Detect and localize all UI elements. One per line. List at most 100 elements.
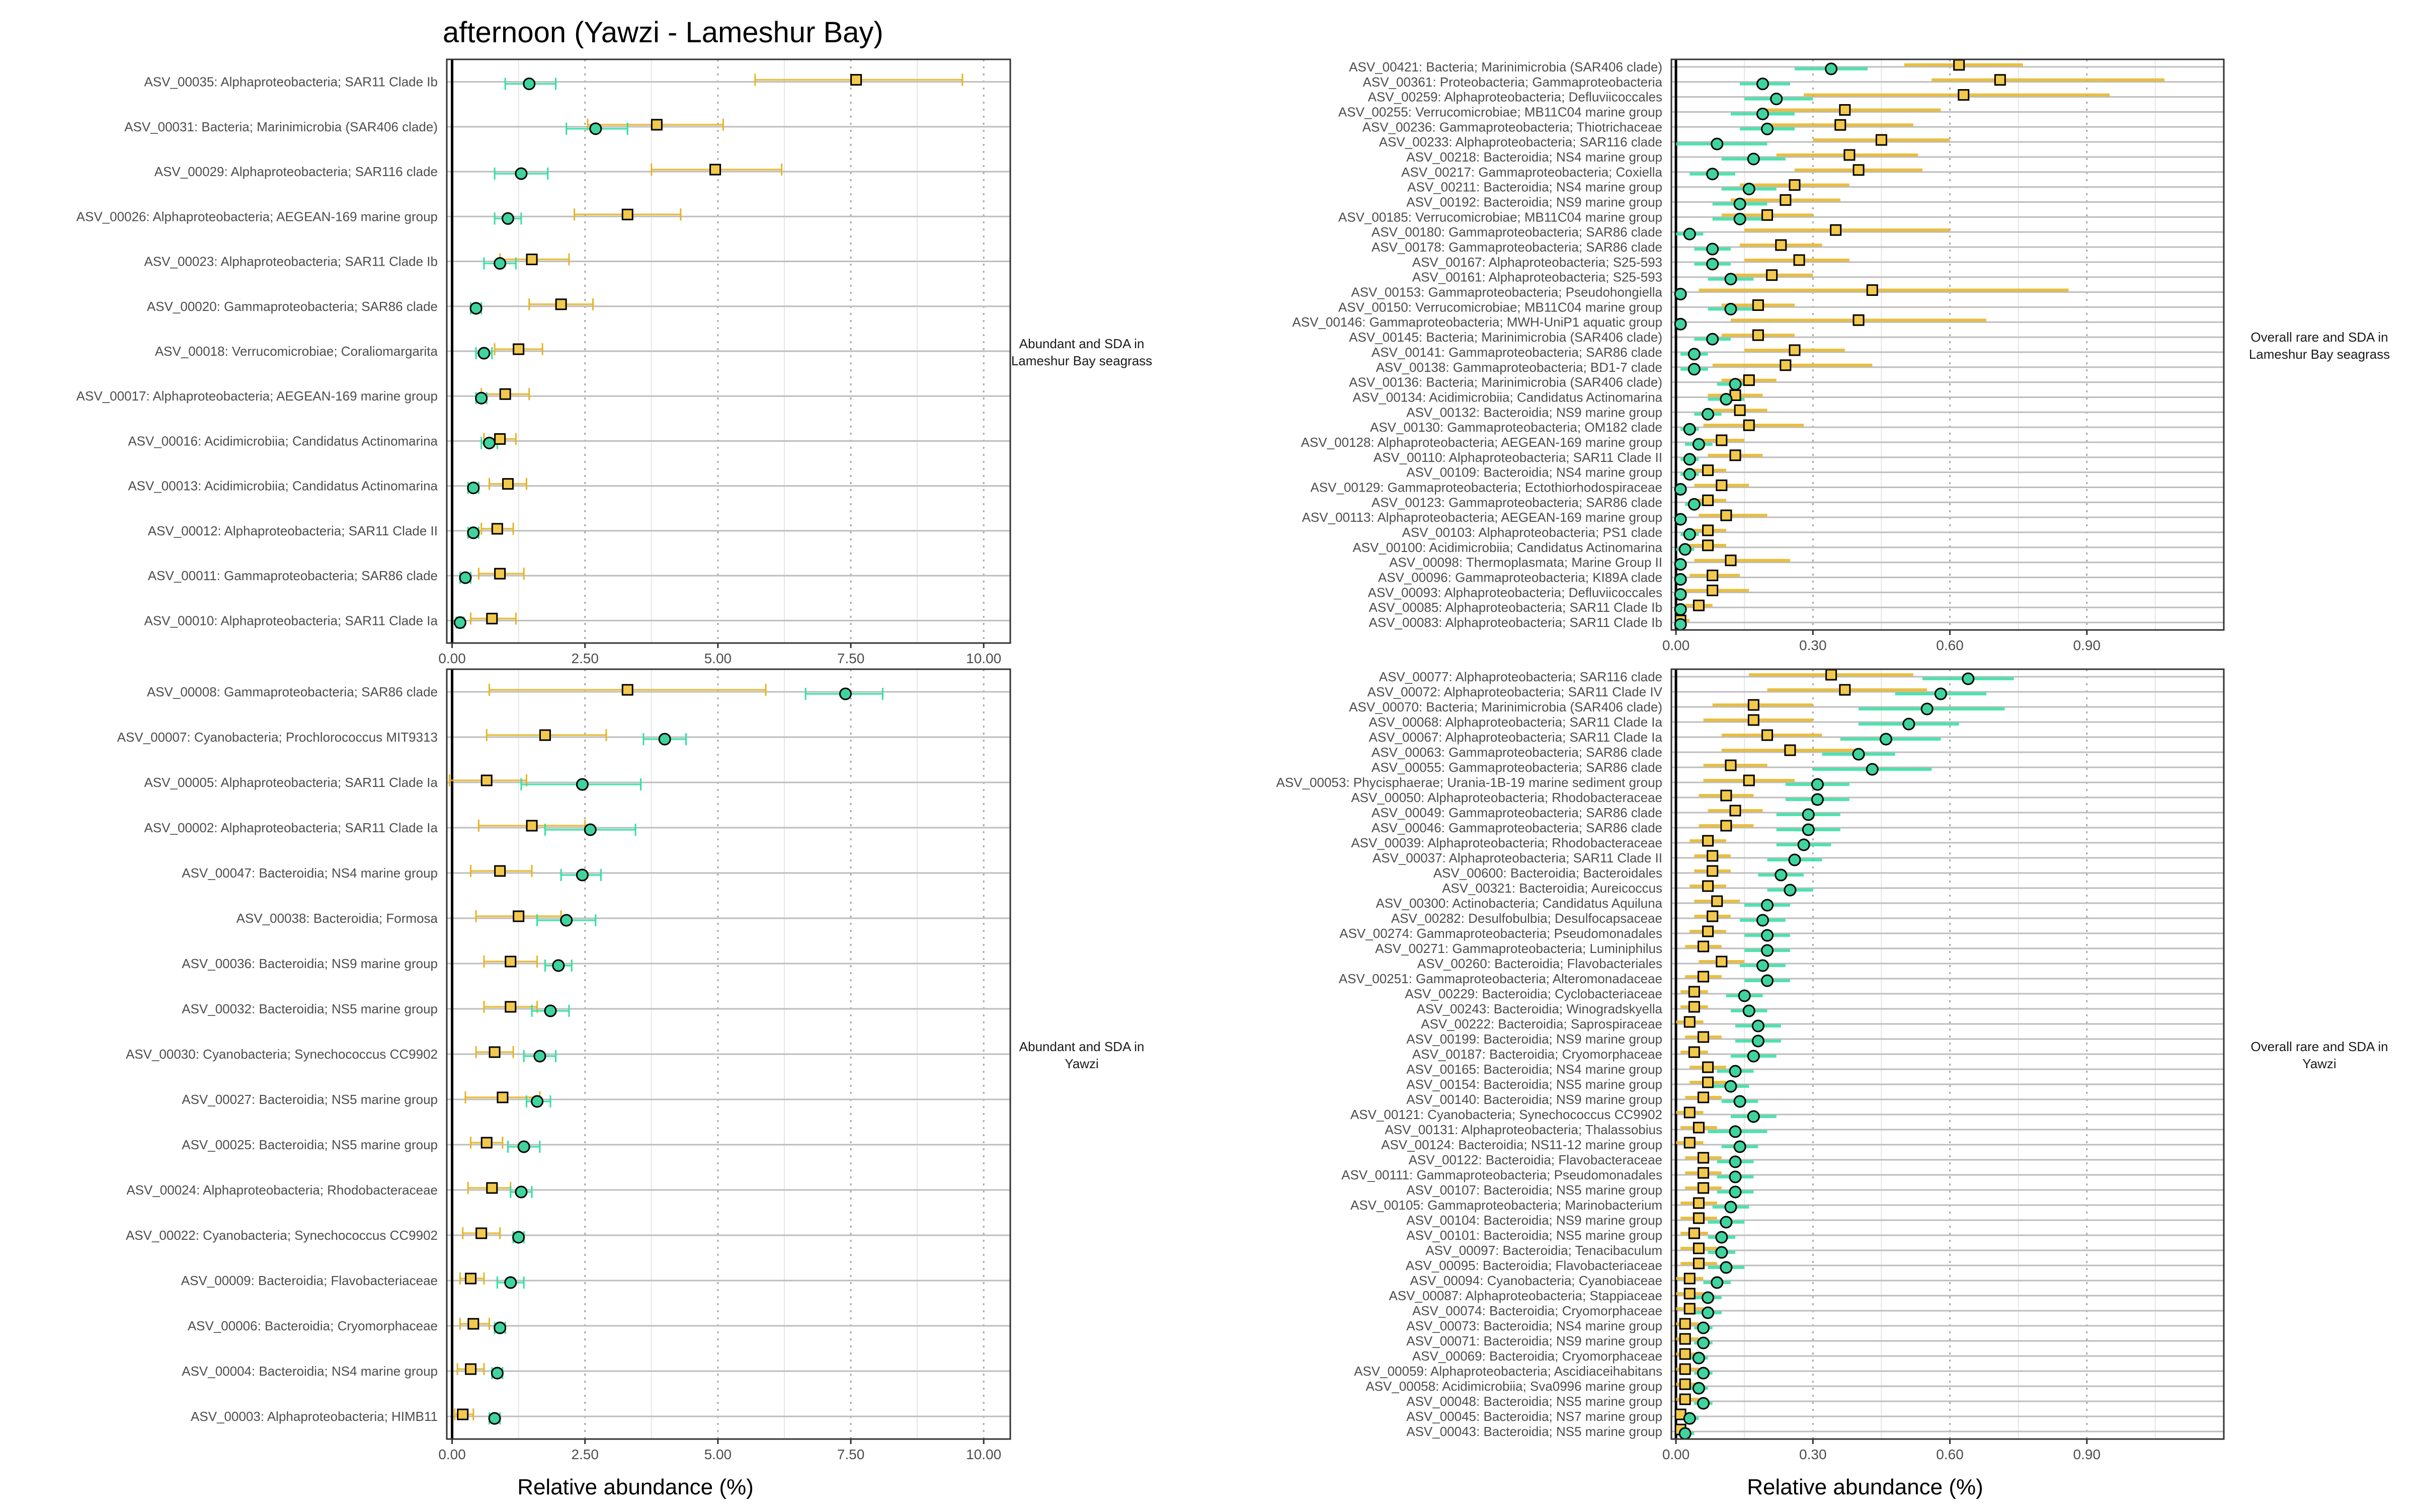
circle-point [658, 733, 671, 746]
x-tick-label: 7.50 [837, 651, 865, 666]
row-label: ASV_00153: Gammaproteobacteria; Pseudoho… [1351, 285, 1662, 300]
circle-point [1920, 702, 1934, 715]
row-label: ASV_00072: Alphaproteobacteria; SAR11 Cl… [1367, 684, 1663, 699]
row-label: ASV_00124: Bacteroidia; NS11-12 marine g… [1381, 1137, 1662, 1152]
row-label: ASV_00016: Acidimicrobiia; Candidatus Ac… [128, 433, 438, 448]
row-label: ASV_00271: Gammaproteobacteria; Luminiph… [1375, 941, 1662, 956]
row-label: ASV_00005: Alphaproteobacteria; SAR11 Cl… [144, 775, 438, 790]
square-point [1702, 539, 1714, 551]
circle-point [1697, 1367, 1710, 1380]
row-label: ASV_00049: Gammaproteobacteria; SAR86 cl… [1372, 805, 1662, 820]
row-label: ASV_00096: Gammaproteobacteria; KI89A cl… [1378, 570, 1662, 585]
square-point [1725, 554, 1737, 567]
circle-point [1729, 1065, 1742, 1078]
square-point [1875, 134, 1887, 146]
square-point [1729, 449, 1741, 461]
square-point [1743, 374, 1755, 386]
square-point [1683, 1016, 1696, 1028]
square-point [1843, 149, 1856, 161]
circle-point [1747, 152, 1760, 166]
square-point [486, 612, 498, 624]
square-point [494, 865, 506, 877]
row-label: ASV_00321: Bacteroidia; Aureicoccus [1442, 881, 1662, 896]
square-point [1853, 314, 1865, 326]
row-label: ASV_00101: Bacteroidia; NS5 marine group [1406, 1228, 1662, 1243]
circle-point [1674, 618, 1687, 631]
circle-point [1733, 1095, 1746, 1108]
circle-point [1678, 543, 1692, 556]
square-point [513, 910, 525, 922]
square-point [1761, 729, 1774, 741]
square-point [1702, 1061, 1714, 1073]
x-tick-label: 10.00 [966, 651, 1001, 666]
circle-point [560, 914, 573, 927]
square-point [1766, 269, 1778, 281]
circle-point [544, 1004, 557, 1017]
square-point [1688, 1227, 1700, 1239]
circle-point [531, 1095, 544, 1108]
square-point [1707, 570, 1719, 582]
square-point [1725, 759, 1737, 771]
square-point [480, 774, 493, 786]
row-label: ASV_00110: Alphaproteobacteria; SAR11 Cl… [1374, 450, 1662, 465]
circle-point [1692, 438, 1705, 451]
row-label: ASV_00150: Verrucomicrobiae; MB11C04 mar… [1338, 299, 1662, 314]
square-point [499, 388, 511, 400]
square-point [1679, 1378, 1691, 1390]
circle-point [523, 77, 536, 91]
circle-point [1756, 107, 1769, 120]
x-tick-label: 0.60 [1936, 1447, 1964, 1462]
row-label: ASV_00255: Verrucomicrobiae; MB11C04 mar… [1338, 104, 1662, 119]
circle-point [504, 1276, 517, 1289]
row-label: ASV_00260: Bacteroidia; Flavobacteriales [1417, 956, 1662, 971]
square-point [621, 684, 633, 696]
row-label: ASV_00165: Bacteroidia; NS4 marine group [1406, 1062, 1662, 1077]
square-point [1679, 1393, 1691, 1405]
square-point [1702, 880, 1714, 892]
circle-point [533, 1050, 546, 1063]
row-label: ASV_00039: Alphaproteobacteria; Rhodobac… [1351, 835, 1662, 850]
square-point [621, 208, 633, 220]
circle-point [1724, 1201, 1737, 1214]
panel-top-right: ASV_00421: Bacteria; Marinimicrobia (SAR… [1292, 58, 2390, 653]
square-point [1698, 940, 1710, 952]
row-label: ASV_00055: Gammaproteobacteria; SAR86 cl… [1372, 760, 1662, 775]
square-point [1679, 1318, 1691, 1330]
row-label: ASV_00004: Bacteroidia; NS4 marine group [182, 1364, 438, 1379]
square-point [1698, 1152, 1710, 1164]
circle-point [1706, 258, 1719, 271]
row-label: ASV_00136: Bacteria; Marinimicrobia (SAR… [1349, 375, 1662, 390]
circle-point [1683, 1412, 1696, 1425]
row-label: ASV_00050: Alphaproteobacteria; Rhodobac… [1351, 790, 1662, 805]
square-point [1729, 805, 1741, 817]
row-label: ASV_00131: Alphaproteobacteria; Thalasso… [1385, 1122, 1662, 1137]
square-point [465, 1272, 477, 1285]
chart-title: afternoon (Yawzi - Lameshur Bay) [443, 16, 883, 49]
square-point [494, 568, 506, 580]
circle-point [1729, 1155, 1742, 1168]
circle-point [512, 1231, 525, 1244]
square-point [1716, 480, 1728, 491]
row-label: ASV_00138: Gammaproteobacteria; BD1-7 cl… [1376, 360, 1662, 375]
row-label: ASV_00236: Gammaproteobacteria; Thiotric… [1362, 119, 1662, 134]
row-label: ASV_00109: Bacteroidia; NS4 marine group [1406, 465, 1662, 480]
circle-point [1720, 1216, 1733, 1229]
facet-strip-label: Lameshur Bay seagrass [1011, 353, 1152, 368]
circle-point [1866, 763, 1879, 776]
circle-point [1756, 77, 1769, 91]
circle-point [1742, 183, 1755, 196]
row-label: ASV_00024: Alphaproteobacteria; Rhodobac… [126, 1182, 438, 1198]
square-point [1752, 299, 1764, 311]
row-label: ASV_00023: Alphaproteobacteria; SAR11 Cl… [144, 254, 438, 269]
square-point [1716, 956, 1728, 968]
circle-point [576, 778, 589, 791]
row-label: ASV_00063: Gammaproteobacteria; SAR86 cl… [1372, 745, 1662, 760]
square-point [1683, 1272, 1696, 1285]
circle-point [1738, 989, 1751, 1002]
facet-strip-label: Yawzi [1065, 1056, 1098, 1071]
panel-border [1670, 668, 2225, 1440]
circle-point [1797, 838, 1810, 851]
x-tick-label: 2.50 [571, 1447, 599, 1462]
circle-point [1729, 1185, 1742, 1199]
x-tick-label: 0.60 [1936, 638, 1964, 653]
